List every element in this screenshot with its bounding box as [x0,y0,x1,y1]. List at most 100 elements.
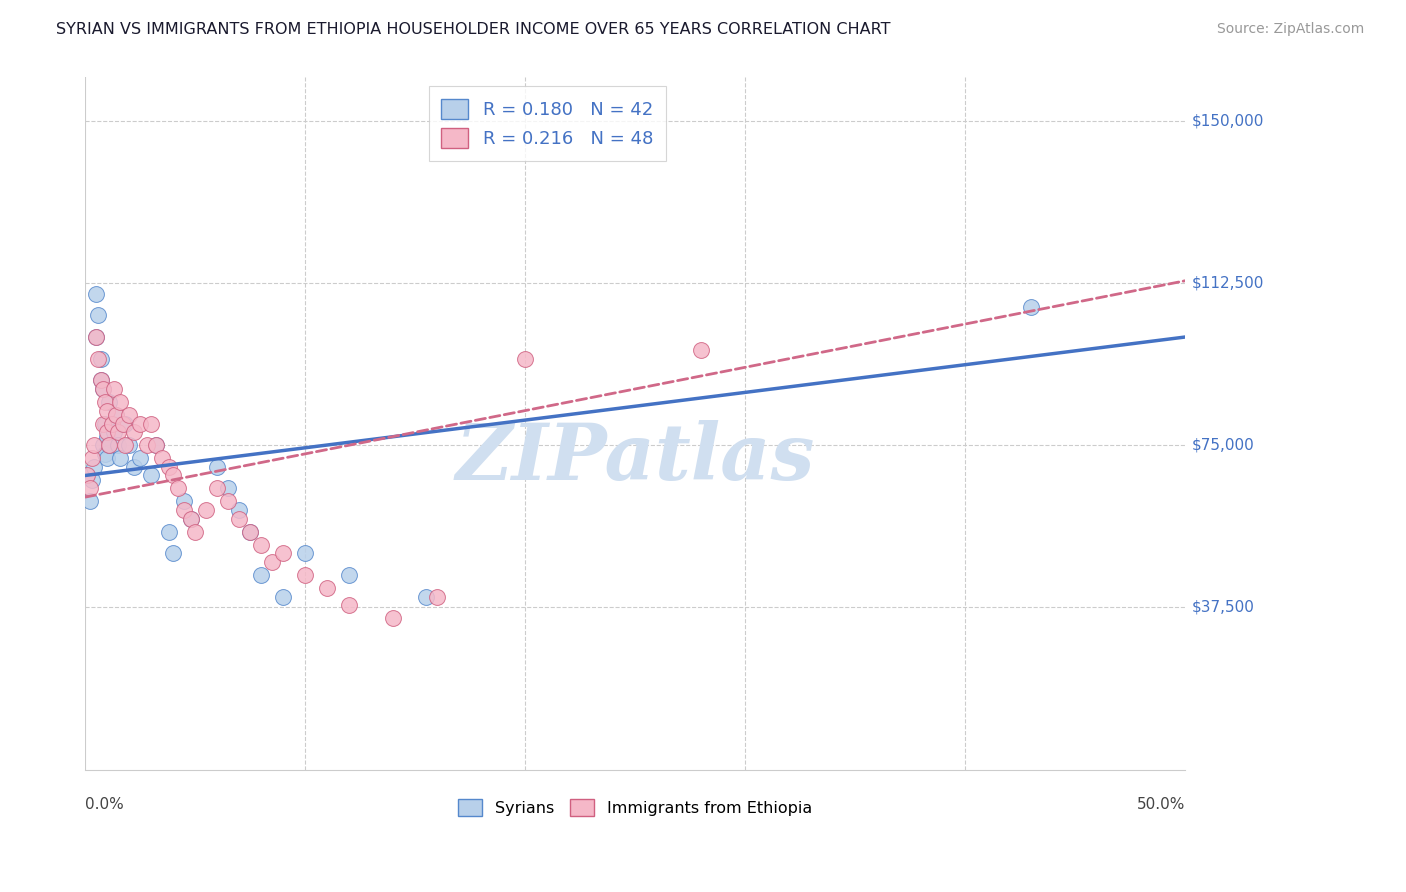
Point [337,599,360,613]
Point [100,417,122,431]
Point [79,494,101,508]
Point [90,373,112,387]
Point [515,351,537,366]
Point [294,568,316,582]
Point [84,330,107,344]
Point [105,408,128,422]
Point [166,482,188,496]
Point [271,590,294,604]
Text: Source: ZipAtlas.com: Source: ZipAtlas.com [1216,22,1364,37]
Point [96,425,118,440]
Point [76,468,98,483]
Point [105,408,128,422]
Point [415,590,437,604]
Point [91,382,114,396]
Point [91,438,114,452]
Point [337,568,360,582]
Point [94,447,117,461]
Point [294,546,316,560]
Text: SYRIAN VS IMMIGRANTS FROM ETHIOPIA HOUSEHOLDER INCOME OVER 65 YEARS CORRELATION : SYRIAN VS IMMIGRANTS FROM ETHIOPIA HOUSE… [56,22,891,37]
Point [87,351,110,366]
Point [129,417,152,431]
Point [84,286,107,301]
Text: $150,000: $150,000 [1192,113,1264,128]
Point [207,459,229,474]
Point [107,438,129,452]
Point [173,503,195,517]
Point [98,438,121,452]
Point [129,451,152,466]
Point [426,590,449,604]
Point [111,417,134,431]
Point [135,438,157,452]
Point [96,403,118,417]
Point [91,417,114,431]
Point [110,451,132,466]
Point [94,417,117,431]
Point [118,438,141,452]
Point [98,395,121,409]
Point [114,417,136,431]
Text: $75,000: $75,000 [1192,438,1254,452]
Point [217,494,239,508]
Point [228,512,250,526]
Point [228,503,250,517]
Point [157,459,180,474]
Point [103,382,125,396]
Point [90,373,112,387]
Point [382,611,405,625]
Point [76,468,98,483]
Text: $112,500: $112,500 [1192,276,1264,291]
Point [79,482,101,496]
Point [83,438,105,452]
Point [80,473,103,487]
Point [180,512,202,526]
Point [103,425,125,440]
Point [173,494,195,508]
Point [96,451,118,466]
Point [96,429,118,443]
Point [184,524,207,539]
Text: ZIPatlas: ZIPatlas [456,420,815,497]
Point [250,538,273,552]
Point [250,568,273,582]
Point [162,546,184,560]
Point [262,555,284,569]
Point [1019,300,1042,314]
Point [690,343,713,357]
Point [94,395,117,409]
Point [122,425,145,440]
Point [114,438,136,452]
Point [180,512,202,526]
Point [141,417,163,431]
Point [84,330,107,344]
Point [118,408,141,422]
Point [145,438,167,452]
Point [83,459,105,474]
Point [122,459,145,474]
Point [110,395,132,409]
Text: 50.0%: 50.0% [1137,797,1185,813]
Point [107,425,129,440]
Point [90,351,112,366]
Point [80,451,103,466]
Legend: Syrians, Immigrants from Ethiopia: Syrians, Immigrants from Ethiopia [450,790,820,824]
Point [87,309,110,323]
Point [157,524,180,539]
Point [271,546,294,560]
Point [207,482,229,496]
Point [145,438,167,452]
Point [100,417,122,431]
Text: 0.0%: 0.0% [86,797,124,813]
Text: $37,500: $37,500 [1192,600,1256,615]
Point [239,524,262,539]
Point [91,382,114,396]
Point [195,503,218,517]
Point [239,524,262,539]
Point [150,451,173,466]
Point [217,482,239,496]
Point [98,438,121,452]
Point [316,581,339,595]
Point [141,468,163,483]
Point [162,468,184,483]
